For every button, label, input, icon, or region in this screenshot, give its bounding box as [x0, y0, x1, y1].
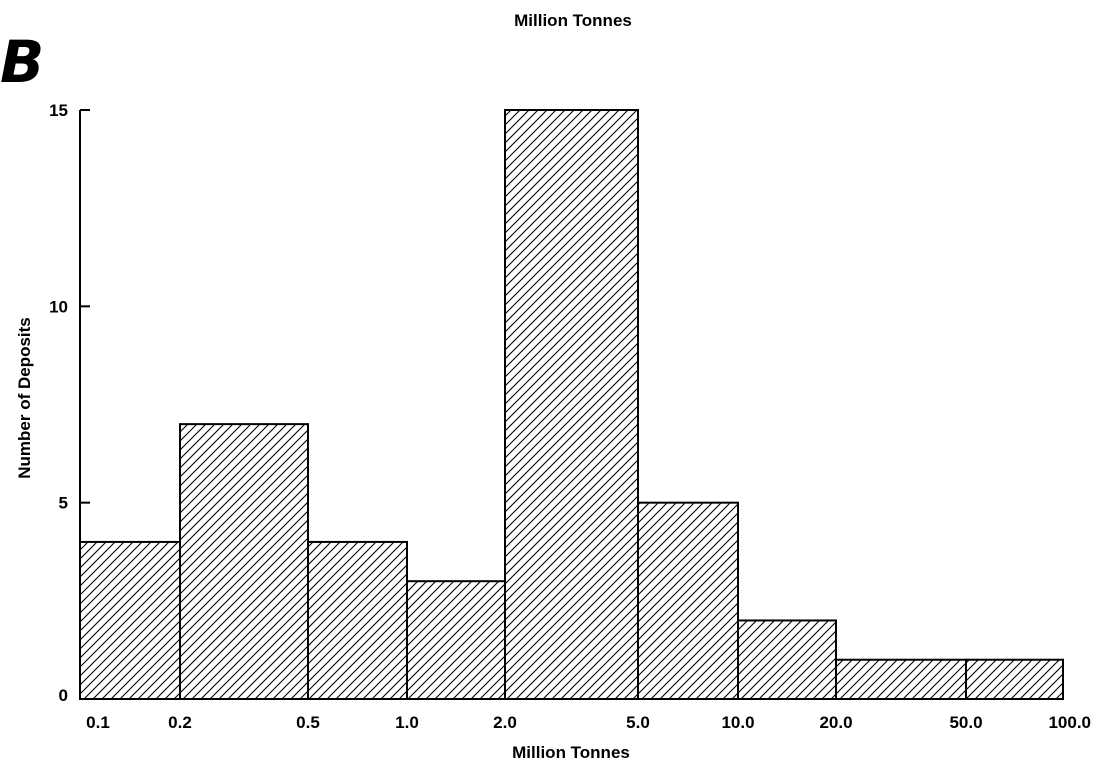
x-tick-label-5.0: 5.0 [626, 713, 650, 732]
y-tick-label-10: 10 [49, 297, 68, 316]
bar-5-10 [637, 501, 739, 700]
bar-0.1-0.2 [79, 540, 181, 701]
x-tick-label-10.0: 10.0 [721, 713, 754, 732]
x-tick-label-0.2: 0.2 [168, 713, 192, 732]
bar-50-100 [965, 658, 1064, 701]
x-tick-label-0.5: 0.5 [296, 713, 320, 732]
y-tick-label-15: 15 [49, 101, 68, 120]
x-tick-label-0.1: 0.1 [86, 713, 110, 732]
y-tick-label-5: 5 [59, 494, 68, 513]
x-tick-label-20.0: 20.0 [819, 713, 852, 732]
panel-label: B [0, 28, 44, 96]
x-tick-label-50.0: 50.0 [949, 713, 982, 732]
bar-1-2 [406, 580, 506, 701]
y-tick-label-0: 0 [59, 686, 68, 705]
bar-0.2-0.5 [179, 423, 309, 700]
y-ticks-group: 0 5 10 15 [49, 101, 90, 705]
x-tick-label-1.0: 1.0 [395, 713, 419, 732]
bar-10-20 [737, 619, 837, 701]
y-axis-label: Number of Deposits [15, 317, 34, 479]
chart-title: Million Tonnes [514, 11, 632, 30]
x-axis-label: Million Tonnes [512, 743, 630, 762]
x-tick-label-2.0: 2.0 [493, 713, 517, 732]
bar-0.5-1 [307, 540, 408, 701]
x-tick-label-100.0: 100.0 [1048, 713, 1091, 732]
bars-group [79, 109, 1064, 701]
bar-2-5 [504, 109, 639, 700]
x-ticks-group: 0.1 0.2 0.5 1.0 2.0 5.0 10.0 20.0 50.0 100.0 [86, 713, 1091, 732]
bar-20-50 [835, 658, 967, 701]
